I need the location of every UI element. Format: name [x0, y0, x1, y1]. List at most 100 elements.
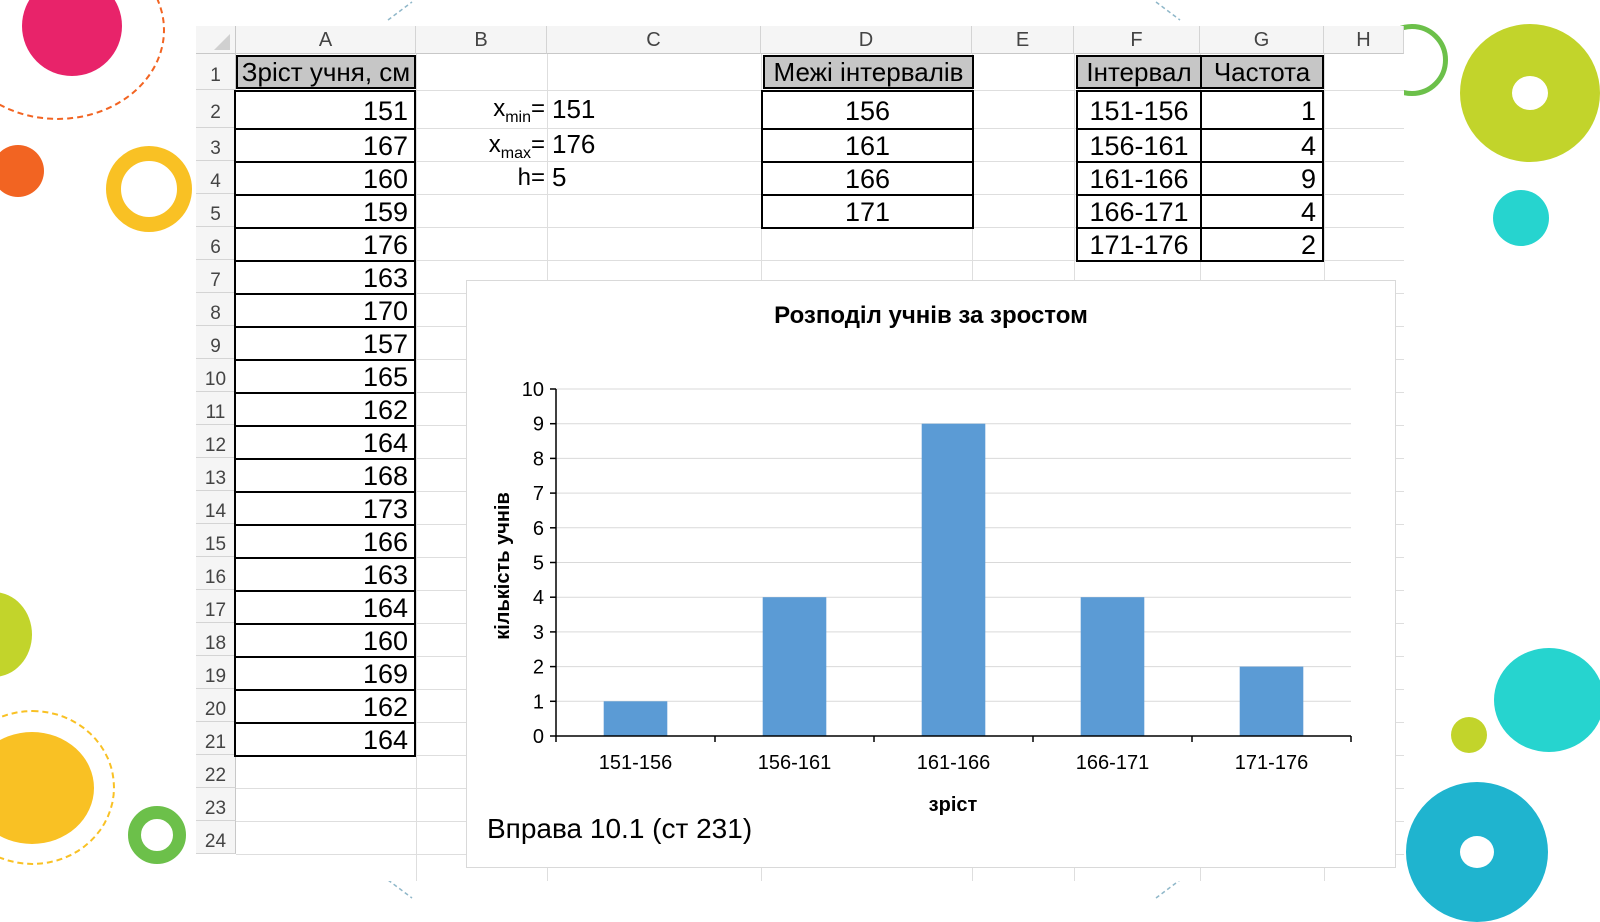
interval-cell[interactable]: 166-171 [1076, 194, 1202, 229]
height-value-cell[interactable]: 164 [234, 722, 416, 757]
interval-cell[interactable]: 161-166 [1076, 161, 1202, 196]
row-header-1[interactable]: 1 [196, 54, 236, 90]
height-value-cell[interactable]: 167 [234, 128, 416, 163]
param-subscript: max [500, 144, 531, 162]
row-header-11[interactable]: 11 [196, 392, 236, 425]
column-header-h[interactable]: H [1324, 26, 1404, 54]
x-tick-label: 156-161 [758, 752, 831, 774]
column-header-e[interactable]: E [972, 26, 1074, 54]
column-header-g[interactable]: G [1200, 26, 1324, 54]
row-header-20[interactable]: 20 [196, 689, 236, 722]
row-header-24[interactable]: 24 [196, 821, 236, 854]
param-value-cell[interactable]: 176 [552, 129, 596, 159]
row-header-5[interactable]: 5 [196, 194, 236, 227]
row-header-4[interactable]: 4 [196, 161, 236, 194]
grid-line-horizontal [236, 260, 1404, 261]
frequency-cell[interactable]: 2 [1200, 227, 1324, 262]
y-tick-label: 2 [533, 657, 544, 679]
y-tick-label: 9 [533, 414, 544, 436]
height-value-cell[interactable]: 163 [234, 557, 416, 592]
height-value-cell[interactable]: 151 [234, 90, 416, 130]
row-header-6[interactable]: 6 [196, 227, 236, 260]
interval-cell[interactable]: 171-176 [1076, 227, 1202, 262]
height-value-cell[interactable]: 166 [234, 524, 416, 559]
param-value-cell[interactable]: 151 [552, 94, 596, 124]
frequency-cell[interactable]: 1 [1200, 90, 1324, 130]
x-axis-label: зріст [929, 794, 978, 816]
row-header-10[interactable]: 10 [196, 359, 236, 392]
frequency-cell[interactable]: 9 [1200, 161, 1324, 196]
bar-161-166[interactable] [921, 423, 986, 736]
interval-cell[interactable]: 156-161 [1076, 128, 1202, 163]
height-value-cell[interactable]: 160 [234, 623, 416, 658]
height-value-cell[interactable]: 169 [234, 656, 416, 691]
decor-circle-orange [0, 145, 44, 197]
param-label[interactable]: xmin= [418, 90, 545, 128]
height-value-cell[interactable]: 170 [234, 293, 416, 328]
row-header-8[interactable]: 8 [196, 293, 236, 326]
bound-value-cell[interactable]: 161 [761, 128, 974, 163]
row-header-23[interactable]: 23 [196, 788, 236, 821]
row-header-17[interactable]: 17 [196, 590, 236, 623]
param-subscript: min [505, 108, 531, 126]
param-value-cell[interactable]: 5 [552, 162, 567, 192]
row-header-19[interactable]: 19 [196, 656, 236, 689]
x-tick-label: 151-156 [599, 752, 672, 774]
histogram-chart[interactable]: Розподіл учнів за зростом кількість учні… [466, 280, 1396, 868]
row-header-3[interactable]: 3 [196, 128, 236, 161]
row-header-13[interactable]: 13 [196, 458, 236, 491]
frequency-header-cell[interactable]: Частота [1200, 55, 1324, 89]
height-value-cell[interactable]: 164 [234, 425, 416, 460]
row-header-18[interactable]: 18 [196, 623, 236, 656]
column-header-a[interactable]: A [236, 26, 416, 54]
row-header-16[interactable]: 16 [196, 557, 236, 590]
height-value-cell[interactable]: 168 [234, 458, 416, 493]
column-header-c[interactable]: C [547, 26, 761, 54]
y-tick-label: 8 [533, 448, 544, 470]
chart-title: Розподіл учнів за зростом [774, 302, 1088, 329]
height-value-cell[interactable]: 160 [234, 161, 416, 196]
height-value-cell[interactable]: 157 [234, 326, 416, 361]
height-value-cell[interactable]: 164 [234, 590, 416, 625]
bar-166-171[interactable] [1080, 597, 1145, 736]
bar-156-161[interactable] [762, 597, 827, 736]
height-value-cell[interactable]: 159 [234, 194, 416, 229]
height-value-cell[interactable]: 162 [234, 392, 416, 427]
frequency-cell[interactable]: 4 [1200, 194, 1324, 229]
bounds-header-cell[interactable]: Межі інтервалів [763, 55, 974, 89]
interval-header-cell[interactable]: Інтервал [1076, 55, 1202, 89]
frequency-cell[interactable]: 4 [1200, 128, 1324, 163]
bound-value-cell[interactable]: 156 [761, 90, 974, 130]
row-header-2[interactable]: 2 [196, 90, 236, 128]
row-header-15[interactable]: 15 [196, 524, 236, 557]
interval-cell[interactable]: 151-156 [1076, 90, 1202, 130]
bar-171-176[interactable] [1239, 666, 1304, 736]
row-header-22[interactable]: 22 [196, 755, 236, 788]
y-tick-label: 0 [533, 726, 544, 748]
param-label[interactable]: xmax= [418, 128, 545, 162]
row-header-7[interactable]: 7 [196, 260, 236, 293]
select-all-corner[interactable] [196, 26, 236, 54]
param-symbol: x [488, 131, 501, 158]
column-header-f[interactable]: F [1074, 26, 1200, 54]
param-label[interactable]: h= [418, 161, 545, 194]
height-value-cell[interactable]: 165 [234, 359, 416, 394]
height-value-cell[interactable]: 176 [234, 227, 416, 262]
height-value-cell[interactable]: 173 [234, 491, 416, 526]
grid-line-vertical [416, 54, 417, 881]
height-value-cell[interactable]: 163 [234, 260, 416, 295]
row-header-21[interactable]: 21 [196, 722, 236, 755]
column-a-header-cell[interactable]: Зріст учня, см [236, 55, 416, 89]
column-header-b[interactable]: B [416, 26, 547, 54]
column-header-d[interactable]: D [761, 26, 972, 54]
x-tick-label: 161-166 [917, 752, 990, 774]
height-value-cell[interactable]: 162 [234, 689, 416, 724]
bound-value-cell[interactable]: 166 [761, 161, 974, 196]
y-tick-label: 7 [533, 483, 544, 505]
decor-circle-teal-small [1493, 190, 1549, 246]
row-header-9[interactable]: 9 [196, 326, 236, 359]
row-header-14[interactable]: 14 [196, 491, 236, 524]
row-header-12[interactable]: 12 [196, 425, 236, 458]
bound-value-cell[interactable]: 171 [761, 194, 974, 229]
bar-151-156[interactable] [603, 701, 668, 736]
